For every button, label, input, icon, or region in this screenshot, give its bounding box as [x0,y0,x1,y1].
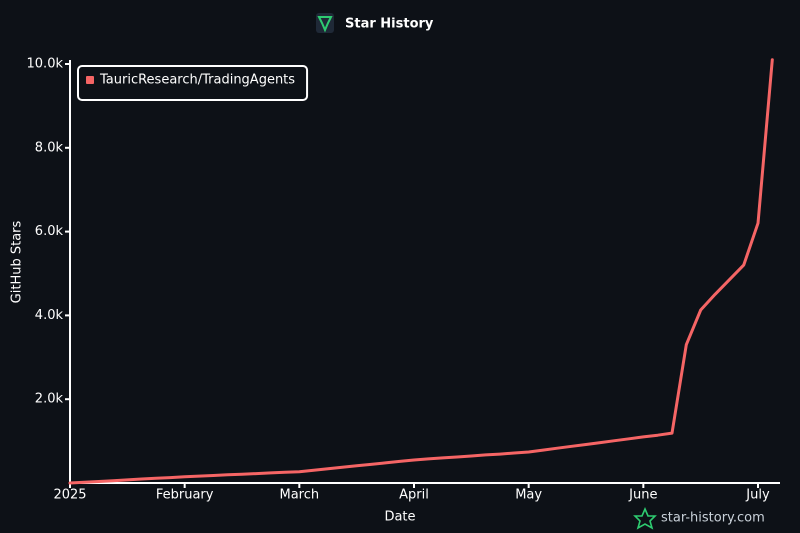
x-tick-label: February [156,488,214,503]
y-tick-label: 8.0k [35,140,64,155]
x-tick-label: June [628,488,657,503]
x-tick-label: 2025 [53,488,86,503]
series-line [68,58,774,485]
title-icon [316,13,334,33]
x-axis-label: Date [384,510,415,525]
chart-title: Star History [345,17,434,32]
x-tick-label: April [399,488,429,503]
legend: TauricResearch/TradingAgents [77,65,309,101]
y-axis-label: GitHub Stars [10,220,25,303]
y-tick-label: 4.0k [35,308,64,323]
watermark: star-history.com [661,511,765,526]
legend-item: TauricResearch/TradingAgents [86,73,295,88]
y-tick-label: 6.0k [35,224,64,239]
watermark-icon [633,506,657,530]
x-tick-label: March [280,488,320,503]
legend-label: TauricResearch/TradingAgents [99,73,295,88]
legend-swatch [86,76,94,84]
x-tick-label: May [515,488,542,503]
y-tick-label: 2.0k [35,392,64,407]
x-tick-label: July [745,488,770,503]
legend-box [77,65,309,101]
y-tick-label: 10.0k [27,57,64,72]
